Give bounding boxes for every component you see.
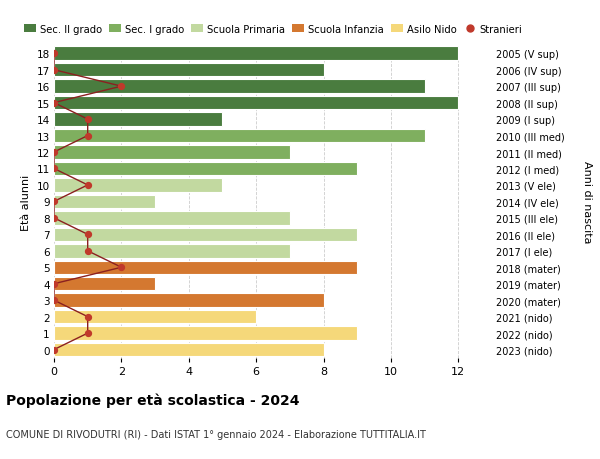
Point <box>49 215 59 222</box>
Bar <box>54 64 323 77</box>
Point <box>83 133 92 140</box>
Bar <box>54 80 425 94</box>
Bar <box>54 261 357 274</box>
Y-axis label: Anni di nascita: Anni di nascita <box>581 161 592 243</box>
Bar <box>54 228 357 241</box>
Bar <box>54 212 290 225</box>
Point <box>49 100 59 107</box>
Text: COMUNE DI RIVODUTRI (RI) - Dati ISTAT 1° gennaio 2024 - Elaborazione TUTTITALIA.: COMUNE DI RIVODUTRI (RI) - Dati ISTAT 1°… <box>6 429 426 439</box>
Point <box>83 116 92 123</box>
Bar <box>54 47 458 61</box>
Bar <box>54 294 323 307</box>
Bar <box>54 195 155 209</box>
Bar <box>54 245 290 258</box>
Point <box>83 182 92 189</box>
Point <box>49 280 59 288</box>
Point <box>83 330 92 337</box>
Bar <box>54 129 425 143</box>
Text: Popolazione per età scolastica - 2024: Popolazione per età scolastica - 2024 <box>6 392 299 407</box>
Point <box>49 165 59 173</box>
Point <box>83 247 92 255</box>
Bar <box>54 310 256 324</box>
Bar <box>54 277 155 291</box>
Bar <box>54 343 323 357</box>
Point <box>49 50 59 58</box>
Bar <box>54 113 223 127</box>
Point <box>49 198 59 206</box>
Bar <box>54 162 357 176</box>
Point <box>116 264 126 271</box>
Bar <box>54 97 458 110</box>
Point <box>116 83 126 90</box>
Y-axis label: Età alunni: Età alunni <box>21 174 31 230</box>
Point <box>83 313 92 321</box>
Point <box>49 149 59 157</box>
Point <box>49 297 59 304</box>
Bar <box>54 327 357 340</box>
Point <box>49 346 59 353</box>
Point <box>83 231 92 239</box>
Point <box>49 67 59 74</box>
Legend: Sec. II grado, Sec. I grado, Scuola Primaria, Scuola Infanzia, Asilo Nido, Stran: Sec. II grado, Sec. I grado, Scuola Prim… <box>23 25 523 35</box>
Bar <box>54 146 290 159</box>
Bar <box>54 179 223 192</box>
